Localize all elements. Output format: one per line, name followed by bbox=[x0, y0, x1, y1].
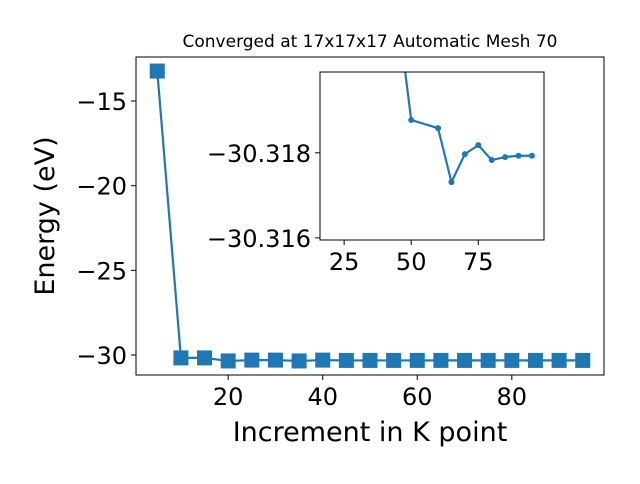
marker bbox=[575, 352, 591, 368]
marker bbox=[409, 352, 425, 368]
y-tick-label: −30.318 bbox=[207, 140, 311, 168]
x-tick-label: 20 bbox=[213, 383, 244, 411]
marker bbox=[338, 352, 354, 368]
axes-frame bbox=[319, 71, 545, 241]
axes-frame bbox=[135, 56, 605, 376]
marker bbox=[315, 352, 331, 368]
marker bbox=[457, 352, 473, 368]
line bbox=[404, 72, 532, 186]
marker bbox=[408, 117, 415, 124]
marker bbox=[488, 157, 495, 164]
y-axis-label: Energy (eV) bbox=[30, 136, 61, 295]
marker bbox=[244, 352, 260, 368]
marker bbox=[435, 125, 442, 132]
x-tick-label: 75 bbox=[463, 248, 494, 276]
marker bbox=[504, 352, 520, 368]
x-tick-label: 60 bbox=[402, 383, 433, 411]
x-tick-label: 80 bbox=[497, 383, 528, 411]
y-tick-label: −15 bbox=[76, 88, 127, 116]
marker bbox=[461, 151, 468, 158]
marker bbox=[527, 352, 543, 368]
marker bbox=[291, 353, 307, 369]
marker bbox=[149, 63, 165, 79]
x-tick-label: 25 bbox=[329, 248, 360, 276]
marker bbox=[197, 350, 213, 366]
marker bbox=[448, 179, 455, 186]
y-tick-label: −30.316 bbox=[207, 225, 311, 253]
x-axis-label: Increment in K point bbox=[233, 417, 508, 448]
marker bbox=[528, 152, 535, 159]
marker bbox=[220, 353, 236, 369]
marker bbox=[480, 352, 496, 368]
y-tick-label: −20 bbox=[76, 173, 127, 201]
marker bbox=[475, 142, 482, 149]
marker bbox=[551, 352, 567, 368]
series bbox=[149, 63, 591, 369]
chart-title: Converged at 17x17x17 Automatic Mesh 70 bbox=[183, 32, 558, 52]
marker bbox=[502, 154, 509, 161]
marker bbox=[362, 352, 378, 368]
x-tick-label: 50 bbox=[396, 248, 427, 276]
marker bbox=[515, 152, 522, 159]
x-tick-label: 40 bbox=[307, 383, 338, 411]
marker bbox=[386, 352, 402, 368]
marker bbox=[173, 350, 189, 366]
y-tick-label: −25 bbox=[76, 257, 127, 285]
marker bbox=[267, 352, 283, 368]
y-tick-label: −30 bbox=[76, 342, 127, 370]
series bbox=[404, 72, 535, 186]
marker bbox=[433, 352, 449, 368]
